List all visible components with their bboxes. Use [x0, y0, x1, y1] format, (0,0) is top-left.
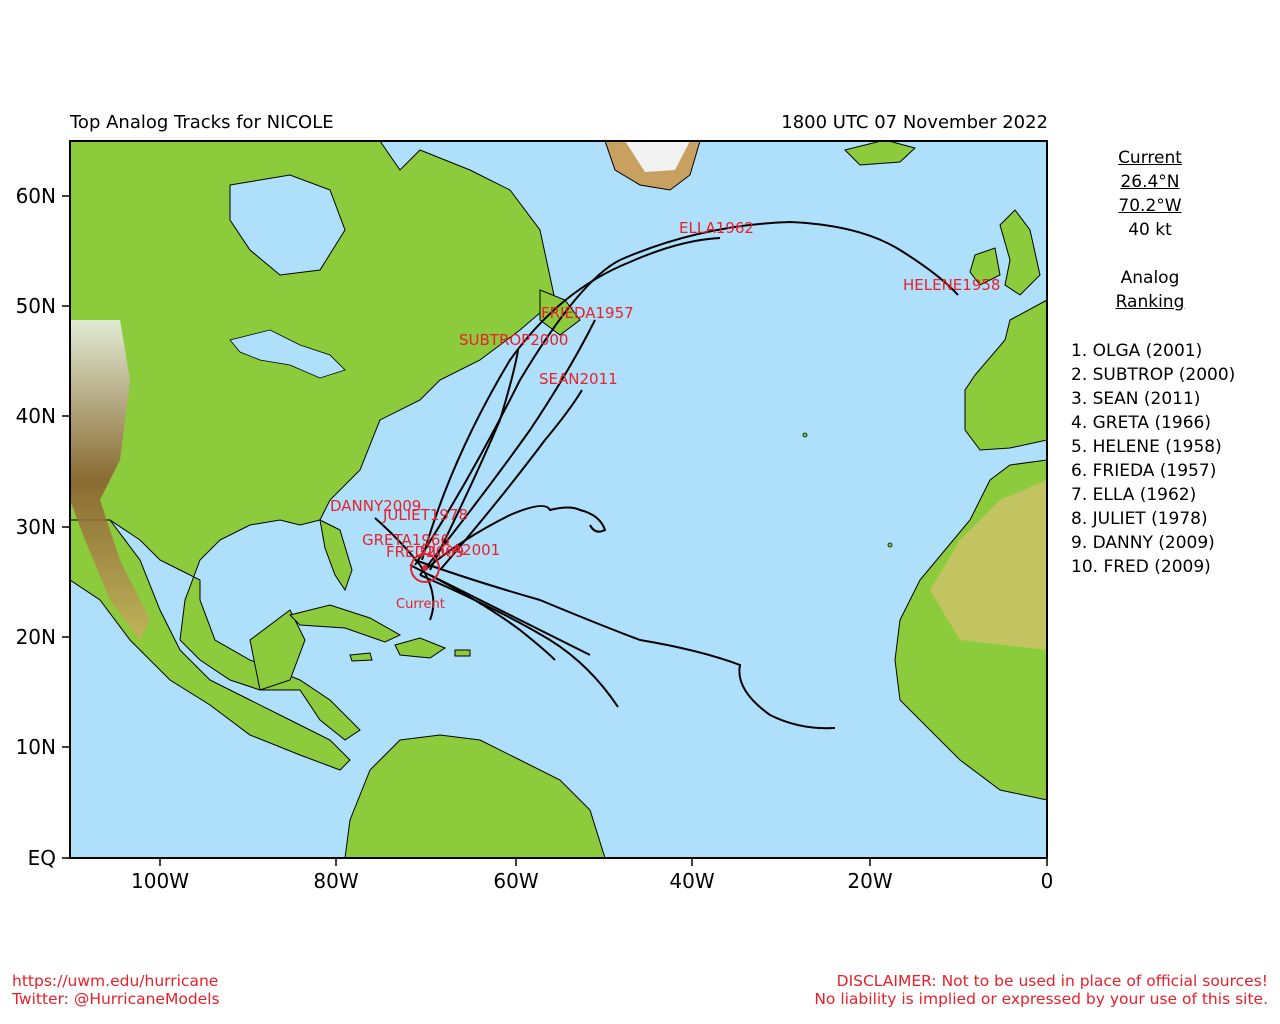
label-olga: OLGA2001 — [420, 541, 500, 559]
label-sean: SEAN2011 — [539, 370, 618, 388]
track-sean — [439, 389, 583, 571]
current-lon: 70.2°W — [1118, 196, 1182, 216]
lon-label-80w: 80W — [313, 869, 358, 893]
track-frieda — [419, 319, 596, 576]
jamaica — [349, 652, 373, 662]
europe-mainland — [964, 299, 1047, 451]
label-subtrop: SUBTROP2000 — [459, 331, 568, 349]
label-current: Current — [396, 597, 445, 612]
label-danny: DANNY2009 — [330, 497, 421, 515]
lat-label-60n: 60N — [16, 184, 56, 208]
lat-label-50n: 50N — [16, 294, 56, 318]
footer-disclaimer: DISCLAIMER: Not to be used in place of o… — [814, 972, 1268, 1008]
land-layer — [70, 141, 1047, 858]
ranking-heading-2: Ranking — [1115, 292, 1185, 312]
lat-label-eq: EQ — [28, 846, 56, 870]
canary-islands — [887, 542, 893, 548]
azores-islands — [802, 432, 808, 438]
great-lakes — [229, 329, 346, 379]
disclaimer-line-2: No liability is implied or expressed by … — [814, 990, 1268, 1008]
track-olga — [424, 505, 607, 571]
yucatan-peninsula — [249, 609, 306, 691]
label-juliet: JULIET1978 — [382, 506, 468, 524]
lon-label-20w: 20W — [847, 869, 892, 893]
label-fred: FRED2009 — [386, 543, 464, 561]
ranking-item: 1. OLGA (2001) — [1071, 341, 1203, 361]
sahara-desert — [930, 480, 1047, 650]
ranking-item: 4. GRETA (1966) — [1071, 413, 1211, 433]
cuba — [289, 604, 402, 643]
current-info-panel: Current 26.4°N 70.2°W 40 kt Analog Ranki… — [1085, 146, 1215, 314]
ireland — [969, 247, 1001, 286]
rocky-mountains — [70, 320, 150, 640]
track-greta — [419, 574, 619, 708]
latitude-labels: 60N 50N 40N 30N 20N 10N EQ — [16, 184, 56, 870]
ranking-item: 8. JULIET (1978) — [1071, 509, 1208, 529]
ranking-item: 2. SUBTROP (2000) — [1071, 365, 1236, 385]
current-lat: 26.4°N — [1120, 172, 1180, 192]
ranking-heading-1: Analog — [1120, 268, 1180, 288]
footer-credits: https://uwm.edu/hurricane Twitter: @Hurr… — [12, 972, 220, 1008]
lat-label-10n: 10N — [16, 735, 56, 759]
ranking-item: 5. HELENE (1958) — [1071, 437, 1222, 457]
label-greta: GRETA1966 — [362, 531, 450, 549]
ranking-item: 6. FRIEDA (1957) — [1071, 461, 1217, 481]
greenland-icecap — [625, 141, 690, 172]
lon-label-60w: 60W — [493, 869, 538, 893]
british-isles — [999, 209, 1041, 296]
label-ella: ELLA1962 — [679, 219, 754, 237]
hudson-bay — [229, 174, 346, 276]
footer-url[interactable]: https://uwm.edu/hurricane — [12, 972, 219, 990]
track-helene — [421, 237, 721, 561]
ranking-item: 10. FRED (2009) — [1071, 557, 1211, 577]
lon-label-40w: 40W — [669, 869, 714, 893]
puerto-rico — [454, 649, 471, 657]
current-position-dot — [422, 565, 428, 571]
current-position-marker — [410, 553, 440, 583]
analog-tracks — [374, 220, 959, 730]
current-intensity: 40 kt — [1128, 220, 1172, 240]
current-heading: Current — [1118, 148, 1182, 168]
ranking-item: 3. SEAN (2011) — [1071, 389, 1201, 409]
lat-label-40n: 40N — [16, 404, 56, 428]
track-danny — [374, 517, 435, 621]
longitude-labels: 100W 80W 60W 40W 20W 0 — [131, 869, 1053, 893]
map-datetime: 1800 UTC 07 November 2022 — [781, 112, 1048, 133]
track-labels: ELLA1962 HELENE1958 FRIEDA1957 SUBTROP20… — [330, 219, 1000, 612]
lat-label-30n: 30N — [16, 515, 56, 539]
track-juliet — [414, 559, 836, 730]
track-extra — [429, 574, 591, 656]
map-title: Top Analog Tracks for NICOLE — [70, 112, 334, 133]
disclaimer-line-1: DISCLAIMER: Not to be used in place of o… — [836, 972, 1268, 990]
south-america — [344, 734, 606, 858]
track-ella — [414, 220, 959, 566]
lat-label-20n: 20N — [16, 625, 56, 649]
mexico-central-america — [70, 519, 351, 771]
hispaniola — [394, 637, 447, 659]
map-frame — [69, 140, 1048, 859]
label-frieda: FRIEDA1957 — [541, 304, 634, 322]
newfoundland — [539, 289, 581, 336]
analog-ranking-list: 1. OLGA (2001) 2. SUBTROP (2000) 3. SEAN… — [1071, 339, 1235, 579]
florida-peninsula — [319, 519, 353, 592]
ranking-item: 9. DANNY (2009) — [1071, 533, 1215, 553]
label-helene: HELENE1958 — [903, 276, 1000, 294]
lon-label-0: 0 — [1041, 869, 1054, 893]
ranking-item: 7. ELLA (1962) — [1071, 485, 1197, 505]
axis-ticks — [62, 195, 1048, 866]
footer-twitter[interactable]: Twitter: @HurricaneModels — [12, 990, 220, 1008]
lon-label-100w: 100W — [131, 869, 189, 893]
track-subtrop — [429, 349, 519, 571]
